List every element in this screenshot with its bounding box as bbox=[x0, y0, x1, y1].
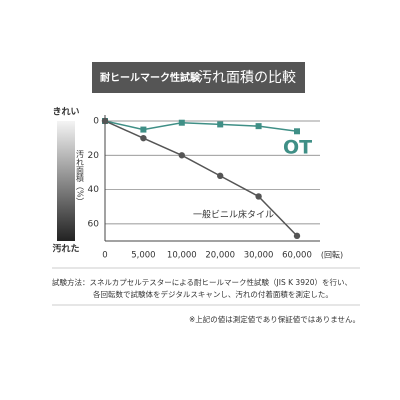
chart-title: 耐ヒールマーク性試験 bbox=[100, 71, 201, 84]
x-unit: (回転) bbox=[321, 251, 343, 260]
y-tick-label: 40 bbox=[88, 185, 100, 195]
data-point bbox=[255, 123, 262, 130]
series-label: 一般ビニル床タイル bbox=[193, 209, 274, 221]
title-banner bbox=[92, 62, 305, 93]
x-tick-label: 10,000 bbox=[167, 251, 197, 261]
y-top-label: きれい bbox=[52, 107, 79, 118]
y-tick-label: 20 bbox=[88, 151, 100, 161]
y-bottom-label: 汚れた bbox=[52, 243, 79, 255]
x-tick-label: 30,000 bbox=[244, 251, 274, 261]
x-tick-label: 60,000 bbox=[282, 251, 312, 261]
note: 試験方法：スネルカプセルテスターによる耐ヒールマーク性試験（JIS K 3920… bbox=[52, 277, 352, 287]
x-tick-label: 5,000 bbox=[131, 251, 155, 261]
data-point bbox=[217, 121, 224, 128]
data-point bbox=[101, 117, 109, 125]
chart-subtitle: 汚れ面積の比較 bbox=[198, 70, 296, 86]
data-point bbox=[140, 126, 147, 133]
note: 各回転数で試験体をデジタルスキャンし、汚れの付着面積を測定した。 bbox=[93, 289, 333, 299]
y-axis-label: 汚れ面積（%） bbox=[76, 149, 85, 206]
x-tick-label: 0 bbox=[102, 251, 107, 261]
x-tick-label: 20,000 bbox=[205, 251, 235, 261]
data-point bbox=[178, 152, 185, 159]
y-tick-label: 60 bbox=[88, 219, 100, 229]
data-point bbox=[294, 128, 300, 135]
series-line bbox=[104, 120, 298, 237]
data-point bbox=[178, 119, 185, 126]
data-point bbox=[255, 193, 262, 200]
footnote: ※上記の値は測定値であり保証値ではありません。 bbox=[189, 314, 360, 324]
series-line bbox=[104, 120, 298, 133]
cleanliness-gradient bbox=[57, 121, 75, 241]
data-point bbox=[217, 172, 224, 180]
data-point bbox=[293, 232, 301, 240]
series-label: OT bbox=[283, 137, 312, 159]
data-point bbox=[140, 134, 147, 142]
y-tick-label: 0 bbox=[93, 117, 99, 127]
